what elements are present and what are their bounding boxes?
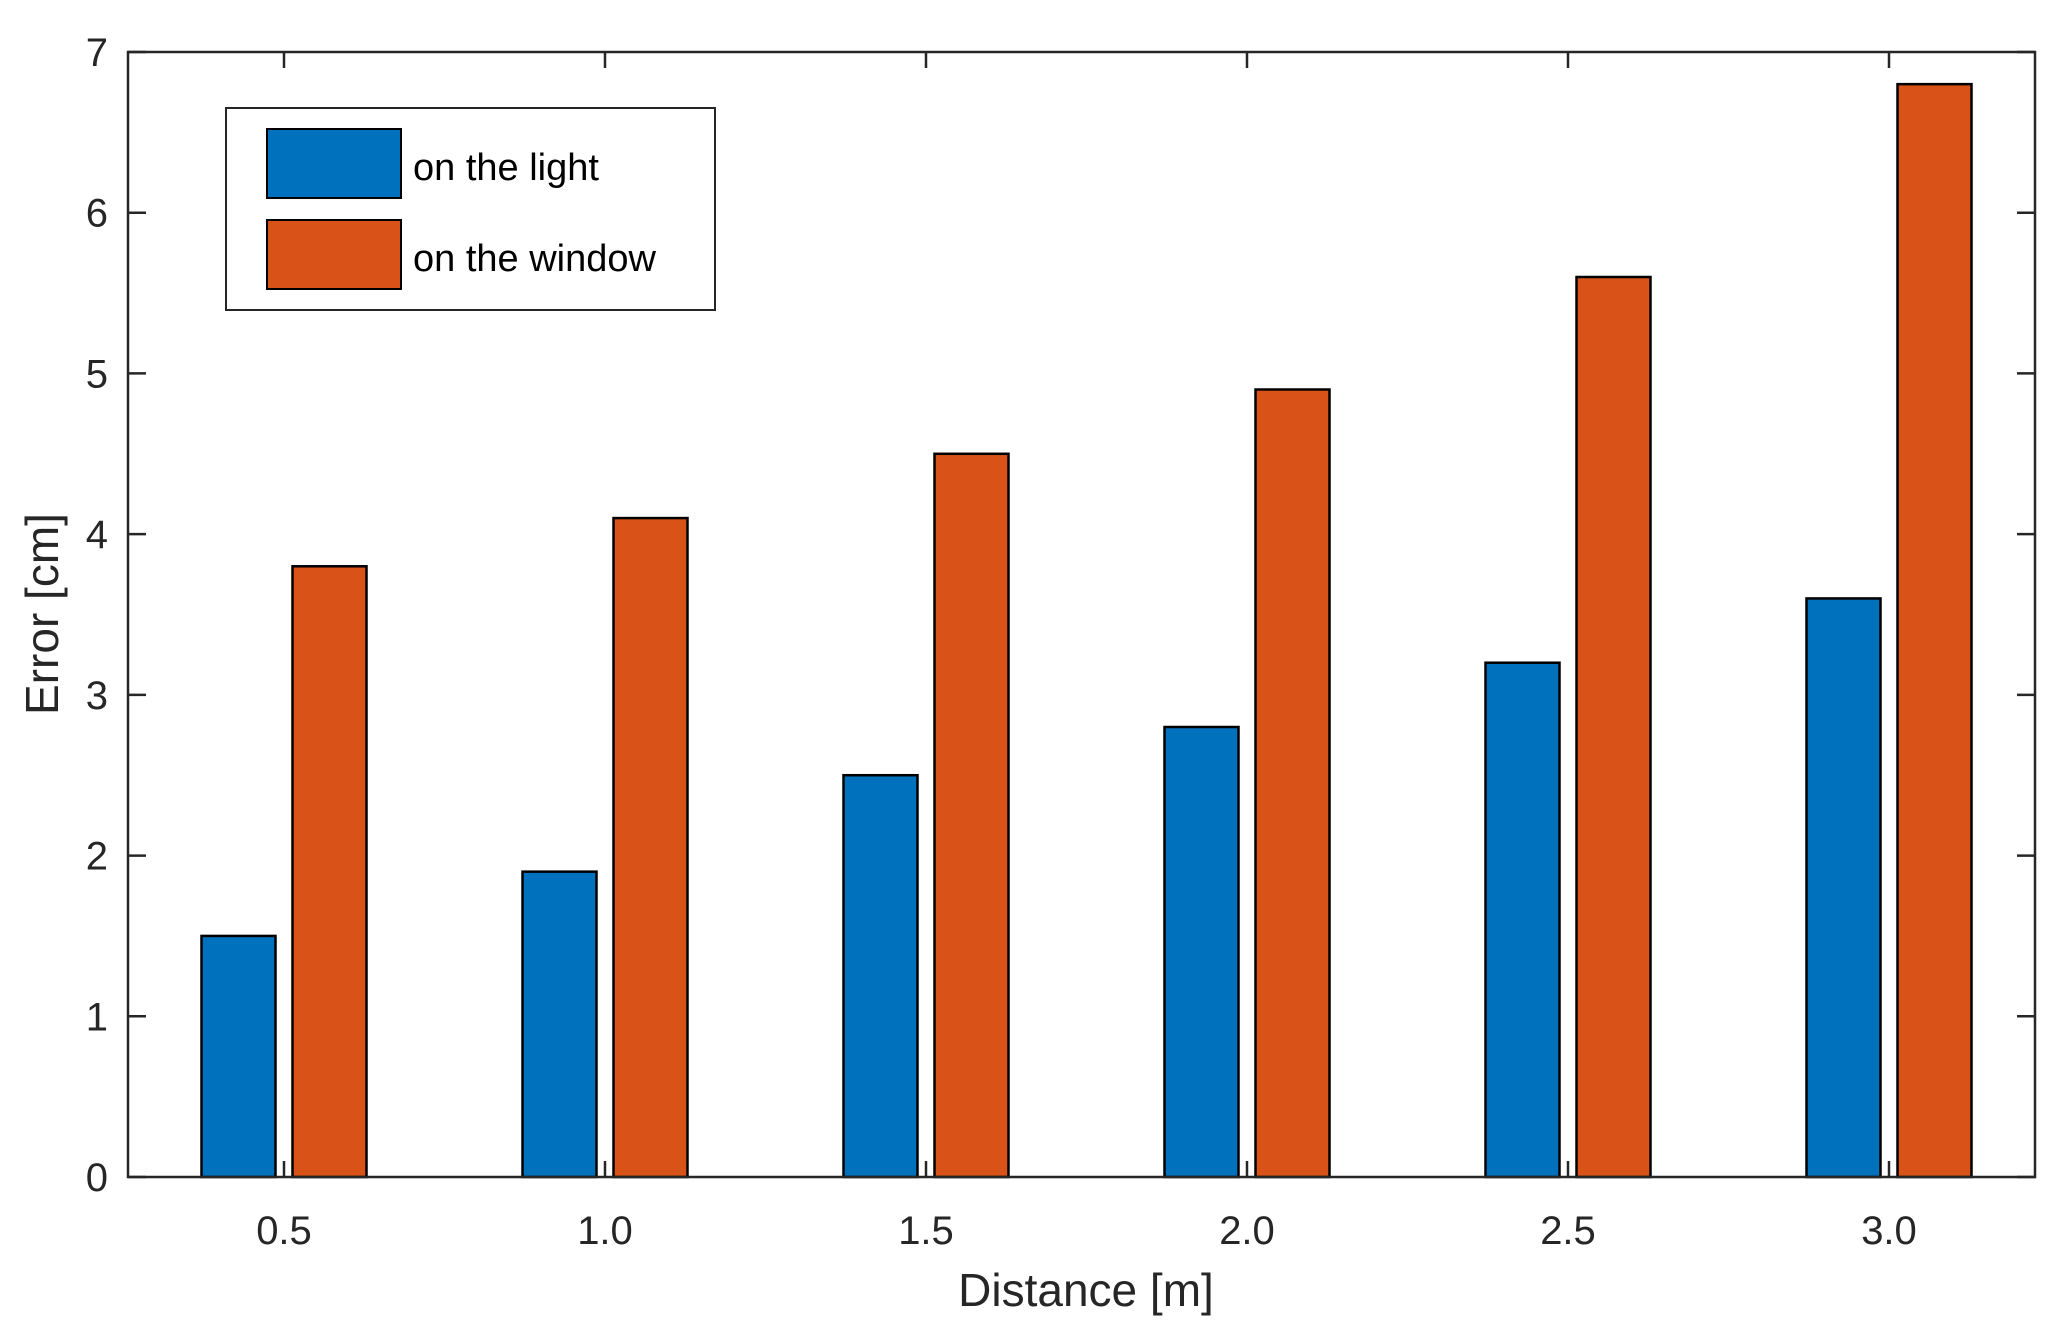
legend-swatch-on-the-window — [266, 219, 402, 290]
tick-labels-layer: 0.5 1.0 1.5 2.0 2.5 3.0 0 1 2 3 4 5 6 7 — [86, 31, 1917, 1253]
y-tick-label-5: 5 — [86, 352, 108, 396]
y-tick-label-2: 2 — [86, 835, 108, 879]
x-tick-label-2.5: 2.5 — [1540, 1209, 1596, 1253]
bars-layer — [200, 82, 1973, 1179]
bar-on-the-window-1.0 — [612, 516, 689, 1179]
y-tick-label-0: 0 — [86, 1156, 108, 1200]
x-tick-label-1.5: 1.5 — [898, 1209, 954, 1253]
bar-on-the-light-2.5 — [1484, 661, 1561, 1179]
bar-on-the-light-2.0 — [1163, 725, 1240, 1179]
bar-on-the-light-1.5 — [842, 773, 919, 1179]
bar-on-the-window-2.0 — [1254, 388, 1331, 1179]
bar-on-the-window-0.5 — [291, 565, 368, 1179]
legend-label-on-the-light: on the light — [413, 147, 599, 189]
bar-on-the-light-1.0 — [521, 870, 598, 1179]
y-axis-label: Error [cm] — [16, 513, 68, 715]
x-axis-label: Distance [m] — [958, 1264, 1214, 1316]
bar-on-the-window-2.5 — [1575, 275, 1652, 1179]
x-tick-label-2.0: 2.0 — [1219, 1209, 1275, 1253]
bar-on-the-light-0.5 — [200, 934, 277, 1179]
legend-label-on-the-window: on the window — [413, 238, 656, 280]
bar-on-the-light-3.0 — [1805, 597, 1882, 1179]
y-tick-label-3: 3 — [86, 674, 108, 718]
bar-on-the-window-1.5 — [933, 452, 1010, 1179]
y-tick-label-7: 7 — [86, 31, 108, 75]
x-tick-label-0.5: 0.5 — [256, 1209, 312, 1253]
legend: on the light on the window — [225, 107, 716, 311]
x-tick-label-1.0: 1.0 — [577, 1209, 633, 1253]
bar-on-the-window-3.0 — [1896, 82, 1973, 1179]
y-tick-label-1: 1 — [86, 995, 108, 1039]
x-tick-label-3.0: 3.0 — [1861, 1209, 1917, 1253]
plot-area-frame — [126, 50, 2037, 1179]
y-tick-label-4: 4 — [86, 513, 108, 557]
y-tick-label-6: 6 — [86, 192, 108, 236]
legend-swatch-on-the-light — [266, 128, 402, 199]
